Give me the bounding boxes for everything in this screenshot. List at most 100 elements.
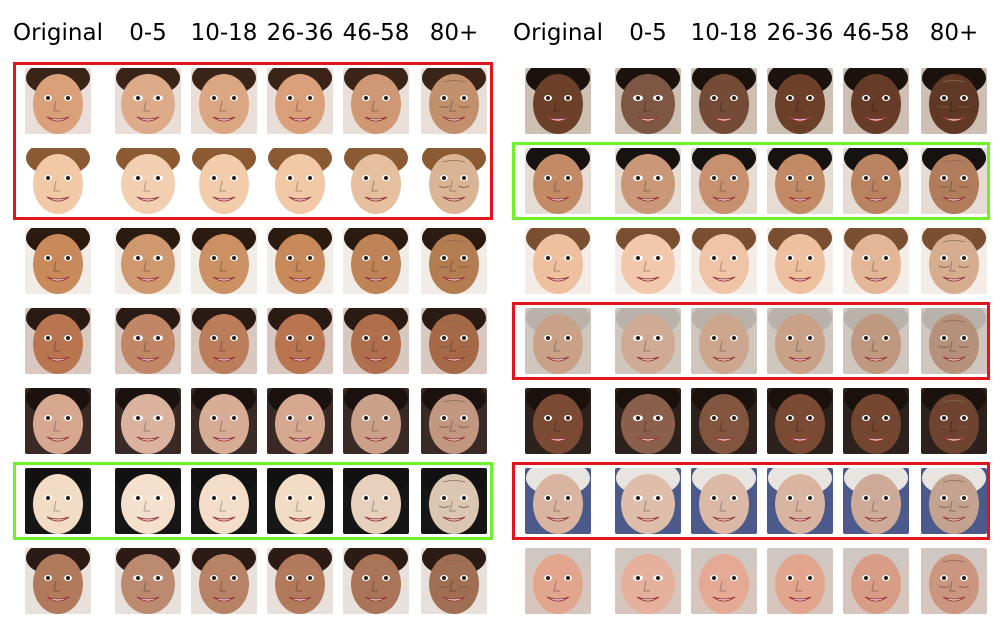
aged-face-photo <box>691 68 757 134</box>
original-face-photo <box>25 148 91 214</box>
aged-face-photo <box>843 468 909 534</box>
aged-face-photo <box>421 388 487 454</box>
aged-face-photo <box>343 68 409 134</box>
aged-face-photo <box>843 228 909 294</box>
aged-face-photo <box>267 388 333 454</box>
aged-face-photo <box>267 308 333 374</box>
column-header-1: 0-5 <box>129 20 167 46</box>
aged-face-photo <box>115 548 181 614</box>
aged-face-photo <box>921 308 987 374</box>
aged-face-photo <box>615 548 681 614</box>
original-face-photo <box>525 308 591 374</box>
column-header-3: 26-36 <box>766 20 834 46</box>
aged-face-photo <box>767 308 833 374</box>
aged-face-photo <box>267 68 333 134</box>
aged-face-photo <box>267 228 333 294</box>
column-header-2: 10-18 <box>190 20 258 46</box>
aged-face-photo <box>267 548 333 614</box>
column-header-5: 80+ <box>429 20 479 46</box>
aged-face-photo <box>921 388 987 454</box>
aged-face-photo <box>921 68 987 134</box>
aged-face-photo <box>767 548 833 614</box>
aged-face-photo <box>691 468 757 534</box>
aged-face-photo <box>421 228 487 294</box>
aged-face-photo <box>115 468 181 534</box>
right-panel: Original 0-5 10-18 26-36 46-58 80+ <box>500 0 1000 627</box>
aged-face-photo <box>767 388 833 454</box>
aged-face-photo <box>191 308 257 374</box>
aged-face-photo <box>615 388 681 454</box>
aged-face-photo <box>343 148 409 214</box>
aged-face-photo <box>267 468 333 534</box>
aged-face-photo <box>343 388 409 454</box>
aged-face-photo <box>343 548 409 614</box>
highlight-box <box>512 302 990 380</box>
column-header-2: 10-18 <box>690 20 758 46</box>
original-face-photo <box>25 228 91 294</box>
aged-face-photo <box>843 148 909 214</box>
aged-face-photo <box>115 228 181 294</box>
aged-face-photo <box>615 308 681 374</box>
original-face-photo <box>25 68 91 134</box>
column-header-4: 46-58 <box>342 20 410 46</box>
column-header-4: 46-58 <box>842 20 910 46</box>
aged-face-photo <box>691 308 757 374</box>
column-header-1: 0-5 <box>629 20 667 46</box>
aged-face-photo <box>267 148 333 214</box>
original-face-photo <box>25 388 91 454</box>
aged-face-photo <box>691 388 757 454</box>
aged-face-photo <box>691 548 757 614</box>
aged-face-photo <box>843 308 909 374</box>
aged-face-photo <box>421 548 487 614</box>
highlight-box <box>13 62 493 220</box>
aged-face-photo <box>421 148 487 214</box>
aged-face-photo <box>843 388 909 454</box>
aged-face-photo <box>767 68 833 134</box>
aged-face-photo <box>191 228 257 294</box>
left-panel: Original 0-5 10-18 26-36 46-58 80+ <box>12 20 493 614</box>
original-face-photo <box>525 468 591 534</box>
aged-face-photo <box>343 308 409 374</box>
aged-face-photo <box>421 468 487 534</box>
aged-face-photo <box>921 468 987 534</box>
aged-face-photo <box>921 548 987 614</box>
aged-face-photo <box>615 228 681 294</box>
aged-face-photo <box>191 148 257 214</box>
aged-face-photo <box>843 68 909 134</box>
aged-face-photo <box>115 68 181 134</box>
highlight-box <box>512 142 990 220</box>
aged-face-photo <box>343 228 409 294</box>
aged-face-photo <box>691 228 757 294</box>
aged-face-photo <box>115 388 181 454</box>
original-face-photo <box>25 468 91 534</box>
original-face-photo <box>25 308 91 374</box>
aged-face-photo <box>615 468 681 534</box>
aged-face-photo <box>191 548 257 614</box>
original-face-photo <box>25 548 91 614</box>
original-face-photo <box>525 548 591 614</box>
aged-face-photo <box>615 148 681 214</box>
original-face-photo <box>525 68 591 134</box>
original-face-photo <box>525 228 591 294</box>
highlight-box <box>13 462 493 540</box>
column-header-0: Original <box>12 20 103 46</box>
highlight-box <box>512 462 990 540</box>
aged-face-photo <box>191 68 257 134</box>
original-face-photo <box>525 388 591 454</box>
aged-face-photo <box>921 228 987 294</box>
aged-face-photo <box>615 68 681 134</box>
aged-face-photo <box>115 308 181 374</box>
aged-face-photo <box>691 148 757 214</box>
aged-face-photo <box>767 228 833 294</box>
aged-face-photo <box>191 388 257 454</box>
aged-face-photo <box>767 468 833 534</box>
aged-face-photo <box>343 468 409 534</box>
aged-face-photo <box>767 148 833 214</box>
column-header-3: 26-36 <box>266 20 334 46</box>
aged-face-photo <box>921 148 987 214</box>
original-face-photo <box>525 148 591 214</box>
column-header-0: Original <box>512 20 603 46</box>
aged-face-photo <box>421 308 487 374</box>
aged-face-photo <box>191 468 257 534</box>
aged-face-photo <box>421 68 487 134</box>
